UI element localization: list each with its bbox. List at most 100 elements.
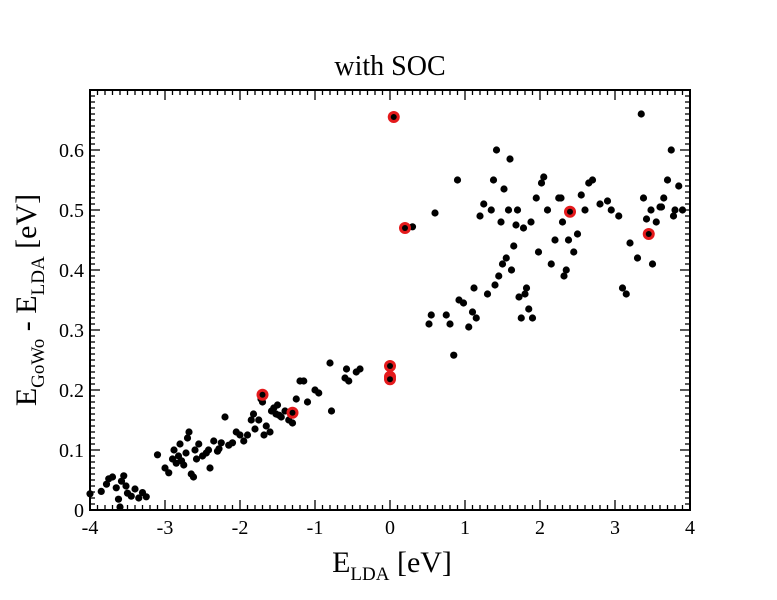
- chart-title: with SOC: [334, 51, 445, 82]
- data-point: [532, 194, 540, 202]
- data-point: [517, 314, 525, 322]
- x-tick-label: -3: [157, 517, 174, 539]
- data-point: [472, 314, 480, 322]
- plot-frame: [89, 89, 691, 511]
- y-axis-label-main: E: [10, 388, 43, 406]
- data-point: [288, 419, 297, 427]
- data-point: [425, 320, 433, 328]
- data-point: [210, 437, 218, 445]
- data-point: [236, 431, 244, 439]
- data-point: [135, 494, 143, 502]
- data-point: [221, 413, 229, 421]
- y-tick-label: 0: [74, 500, 84, 522]
- data-point: [97, 487, 105, 495]
- data-point: [663, 176, 672, 184]
- y-tick-label: 0.3: [59, 320, 84, 342]
- data-point: [191, 446, 199, 454]
- data-point: [217, 439, 225, 447]
- data-point: [527, 218, 535, 226]
- data-point: [573, 230, 582, 238]
- data-point: [528, 314, 537, 322]
- data-point: [431, 209, 439, 217]
- data-point: [500, 185, 508, 193]
- data-point: [470, 284, 478, 292]
- highlight-point-core: [402, 225, 408, 231]
- x-tick-label: 2: [535, 517, 545, 539]
- data-point: [465, 323, 473, 331]
- data-point: [183, 434, 192, 442]
- data-point: [442, 311, 450, 319]
- data-point: [206, 464, 214, 472]
- data-point: [510, 242, 518, 250]
- data-point: [504, 206, 513, 214]
- data-point: [480, 200, 488, 208]
- data-point: [497, 218, 505, 226]
- data-point: [427, 311, 435, 319]
- data-point: [116, 503, 124, 511]
- data-point: [303, 398, 312, 406]
- data-point: [534, 248, 543, 256]
- data-point: [495, 272, 503, 280]
- data-point: [114, 495, 123, 503]
- data-point: [240, 437, 248, 445]
- data-point: [667, 146, 675, 154]
- data-point: [607, 206, 615, 214]
- x-tick-label: 4: [685, 517, 695, 539]
- data-point: [562, 266, 570, 274]
- data-point: [581, 206, 589, 214]
- data-point: [182, 449, 190, 457]
- data-point: [487, 206, 495, 214]
- data-point: [249, 410, 258, 418]
- y-tick-label: 0.2: [59, 380, 84, 402]
- data-point: [540, 173, 548, 181]
- y-tick-label: 0.5: [59, 200, 84, 222]
- data-point: [570, 248, 578, 256]
- highlight-point-core: [645, 231, 652, 237]
- data-point: [652, 218, 660, 226]
- y-axis-label-unit: [eV]: [10, 194, 43, 256]
- data-point: [537, 179, 546, 187]
- data-point: [255, 416, 263, 424]
- data-point: [678, 206, 687, 214]
- data-point: [356, 365, 364, 373]
- data-point: [277, 413, 285, 421]
- data-point: [292, 395, 300, 403]
- data-point: [215, 445, 223, 453]
- data-point: [498, 260, 507, 268]
- data-point: [648, 260, 657, 268]
- data-point: [459, 299, 468, 307]
- data-point: [108, 473, 117, 481]
- data-point: [120, 472, 128, 480]
- highlight-point-core: [289, 409, 296, 416]
- data-point: [315, 389, 323, 397]
- data-point: [639, 194, 648, 202]
- x-tick-label: 0: [385, 517, 395, 539]
- data-point: [588, 176, 597, 184]
- y-tick-label: 0.1: [59, 440, 84, 462]
- data-point: [262, 422, 270, 430]
- data-point: [647, 206, 655, 214]
- data-point: [512, 221, 520, 229]
- y-tick-label: 0.4: [59, 260, 84, 282]
- data-point: [326, 359, 334, 367]
- data-point: [642, 215, 651, 223]
- data-point: [273, 401, 282, 409]
- highlight-point-core: [390, 114, 397, 120]
- data-point: [671, 206, 679, 214]
- highlight-point-core: [387, 363, 393, 369]
- data-point: [521, 290, 529, 298]
- data-point: [557, 194, 565, 202]
- data-point: [476, 212, 484, 220]
- y-axis-label-sub1: GoWo: [28, 339, 49, 388]
- x-tick-label: -4: [82, 517, 99, 539]
- data-point: [507, 266, 516, 274]
- data-point: [192, 455, 201, 463]
- data-point: [228, 439, 237, 447]
- x-axis-label-unit: [eV]: [389, 546, 451, 579]
- data-point: [260, 431, 268, 439]
- y-axis-label-sub2: LDA: [28, 256, 49, 295]
- data-point: [525, 305, 533, 313]
- y-tick-labels: 0 0.1 0.2 0.3 0.4 0.5 0.6: [59, 140, 84, 522]
- data-point: [153, 451, 162, 459]
- data-point: [102, 480, 111, 488]
